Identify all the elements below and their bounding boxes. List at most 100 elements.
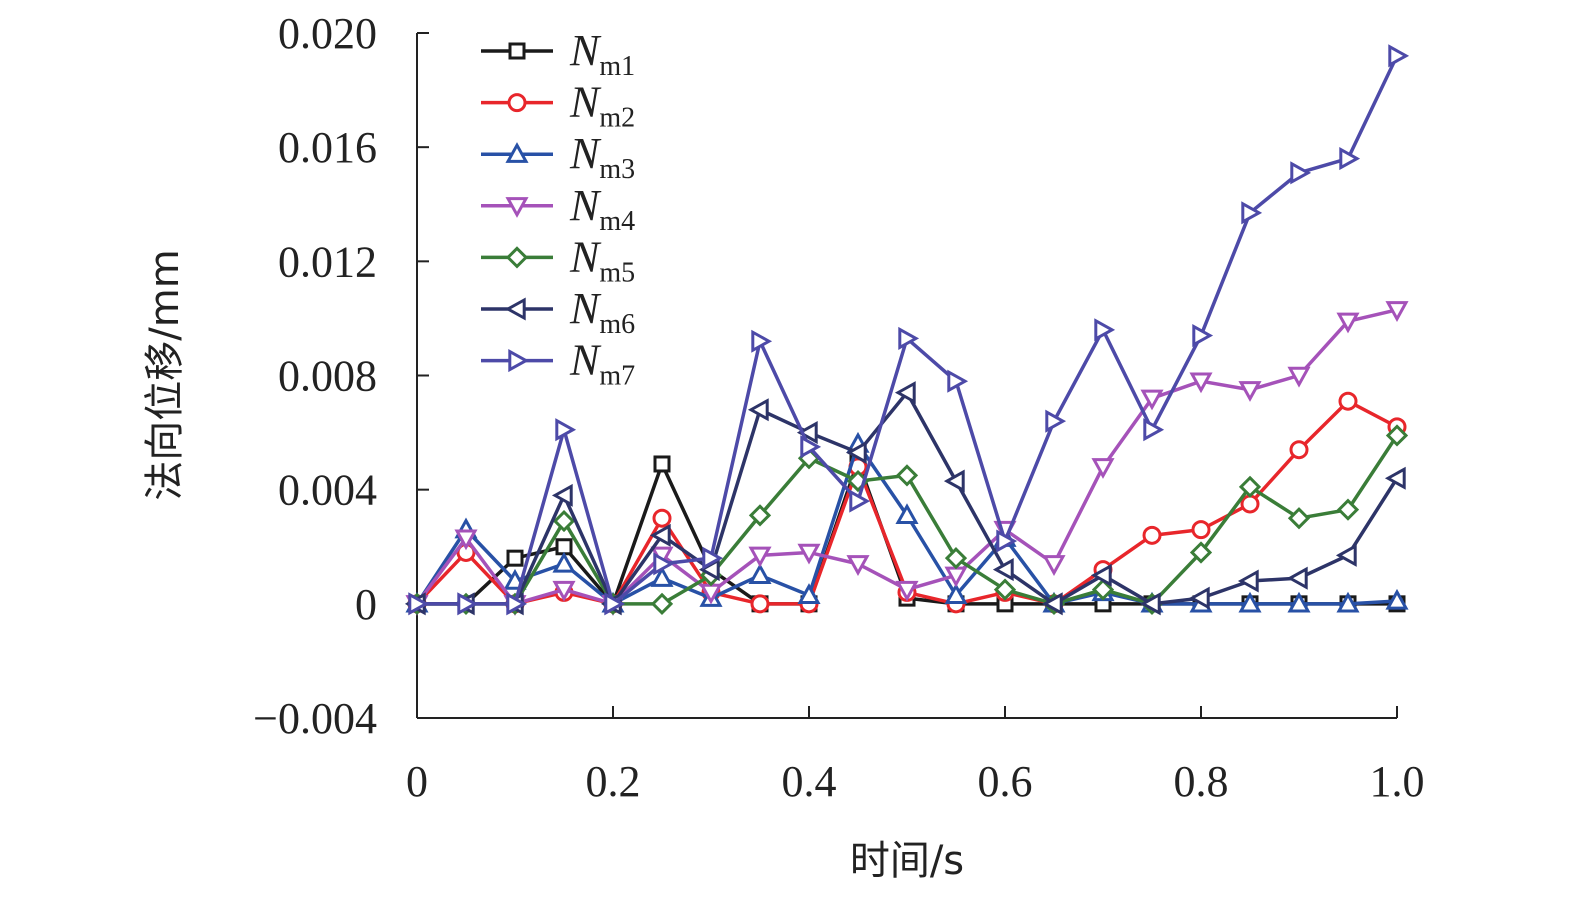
data-point-m6	[1384, 466, 1406, 490]
data-point-m6	[1041, 592, 1063, 616]
data-point-m1	[506, 549, 524, 567]
data-point-m7	[849, 489, 871, 513]
y-tick-label: 0.008	[278, 352, 377, 401]
legend-marker-m7	[508, 349, 530, 373]
data-point-m4	[1140, 389, 1164, 411]
y-tick-label: 0.004	[278, 466, 377, 515]
legend-marker-m3	[505, 142, 529, 163]
data-point-m6	[747, 398, 769, 422]
data-point-m2	[1142, 525, 1162, 545]
x-tick-label: 0.2	[586, 757, 641, 806]
data-point-m3	[748, 563, 772, 584]
data-point-m7	[1045, 409, 1067, 433]
x-tick-label: 0	[406, 757, 428, 806]
legend-label-m1: Nm1	[569, 26, 635, 82]
data-point-m5	[1287, 507, 1311, 530]
data-point-m3	[944, 583, 968, 604]
legend-item-m2: Nm2	[481, 78, 635, 134]
y-tick-label: 0	[355, 580, 377, 629]
legend-item-m5: Nm5	[481, 232, 635, 288]
data-point-m7	[604, 592, 626, 616]
data-point-m4	[1189, 372, 1213, 394]
data-point-m3	[797, 583, 821, 604]
data-point-m5	[1091, 578, 1115, 601]
legend-marker-m1	[508, 42, 526, 60]
data-point-m6	[1237, 569, 1259, 593]
data-point-m6	[845, 441, 867, 465]
legend-label-m6: Nm6	[569, 284, 635, 340]
legend-item-m4: Nm4	[481, 181, 635, 237]
data-point-m7	[506, 592, 528, 616]
data-point-m2	[750, 594, 770, 614]
data-point-m7	[1143, 418, 1165, 442]
legend-label-m7: Nm7	[569, 336, 635, 392]
series-m6	[404, 381, 1406, 616]
x-axis-title: 时间/s	[850, 838, 964, 884]
data-point-m6	[1286, 566, 1308, 590]
data-point-m4	[552, 580, 576, 602]
y-tick-label: 0.020	[278, 9, 377, 58]
axes: −0.004 0 0.004 0.008 0.012 0.016 0.020 0 0.2 0.4 0…	[253, 9, 1424, 806]
data-point-m1	[555, 538, 573, 556]
data-point-m4	[1287, 366, 1311, 388]
y-axis-title: 法向位移/mm	[142, 249, 188, 500]
data-point-m2	[1191, 520, 1211, 540]
data-point-m4	[846, 555, 870, 576]
legend-item-m3: Nm3	[481, 129, 635, 185]
data-point-m7	[898, 326, 920, 350]
data-point-m7	[1094, 318, 1116, 342]
data-point-m3	[895, 503, 919, 525]
data-point-m7	[653, 552, 675, 576]
data-point-m4	[895, 580, 919, 602]
x-tick-label: 0.4	[782, 757, 837, 806]
legend-label-m2: Nm2	[569, 78, 635, 134]
data-point-m6	[796, 421, 818, 445]
data-point-m4	[454, 529, 478, 551]
data-point-m5	[1189, 541, 1213, 564]
data-point-m6	[1090, 563, 1112, 587]
data-point-m6	[1188, 586, 1210, 610]
data-point-m3	[650, 566, 674, 587]
data-point-m7	[457, 592, 479, 616]
data-point-m5	[1385, 424, 1409, 447]
data-point-m5	[944, 547, 968, 570]
data-point-m5	[650, 592, 674, 615]
data-point-m5	[1238, 475, 1262, 498]
data-point-m4	[1042, 555, 1066, 576]
data-point-m3	[1336, 591, 1360, 613]
x-tick-label: 0.6	[978, 757, 1033, 806]
data-point-m5	[993, 578, 1017, 601]
data-point-m1	[653, 455, 671, 473]
data-point-m6	[551, 483, 573, 507]
data-point-m3	[1238, 591, 1262, 613]
legend-marker-m4	[505, 197, 529, 218]
y-tick-label: 0.016	[278, 123, 377, 172]
legend-marker-m2	[507, 93, 527, 113]
y-tick-label: 0.012	[278, 237, 377, 286]
legend-marker-m5	[505, 246, 529, 269]
data-point-m5	[748, 504, 772, 527]
data-point-m6	[1335, 543, 1357, 567]
data-point-m6	[894, 381, 916, 405]
legend-label-m3: Nm3	[569, 129, 635, 185]
data-point-m4	[1336, 312, 1360, 334]
data-point-m3	[552, 551, 576, 573]
legend-label-m5: Nm5	[569, 232, 635, 288]
data-point-m2	[1289, 440, 1309, 460]
data-point-m3	[1385, 588, 1409, 610]
data-point-m5	[1336, 498, 1360, 521]
data-point-m2	[1338, 391, 1358, 411]
data-point-m3	[1287, 591, 1311, 613]
data-point-m5	[895, 464, 919, 487]
legend-item-m1: Nm1	[481, 26, 635, 82]
legend-label-m4: Nm4	[569, 181, 635, 237]
data-point-m7	[996, 529, 1018, 553]
legend-marker-m6	[504, 297, 526, 321]
data-point-m7	[408, 592, 430, 616]
data-point-m6	[649, 523, 671, 547]
data-point-m4	[1238, 381, 1262, 402]
y-tick-label: −0.004	[253, 694, 377, 743]
data-point-m7	[1339, 147, 1361, 171]
data-point-m7	[1290, 161, 1312, 185]
